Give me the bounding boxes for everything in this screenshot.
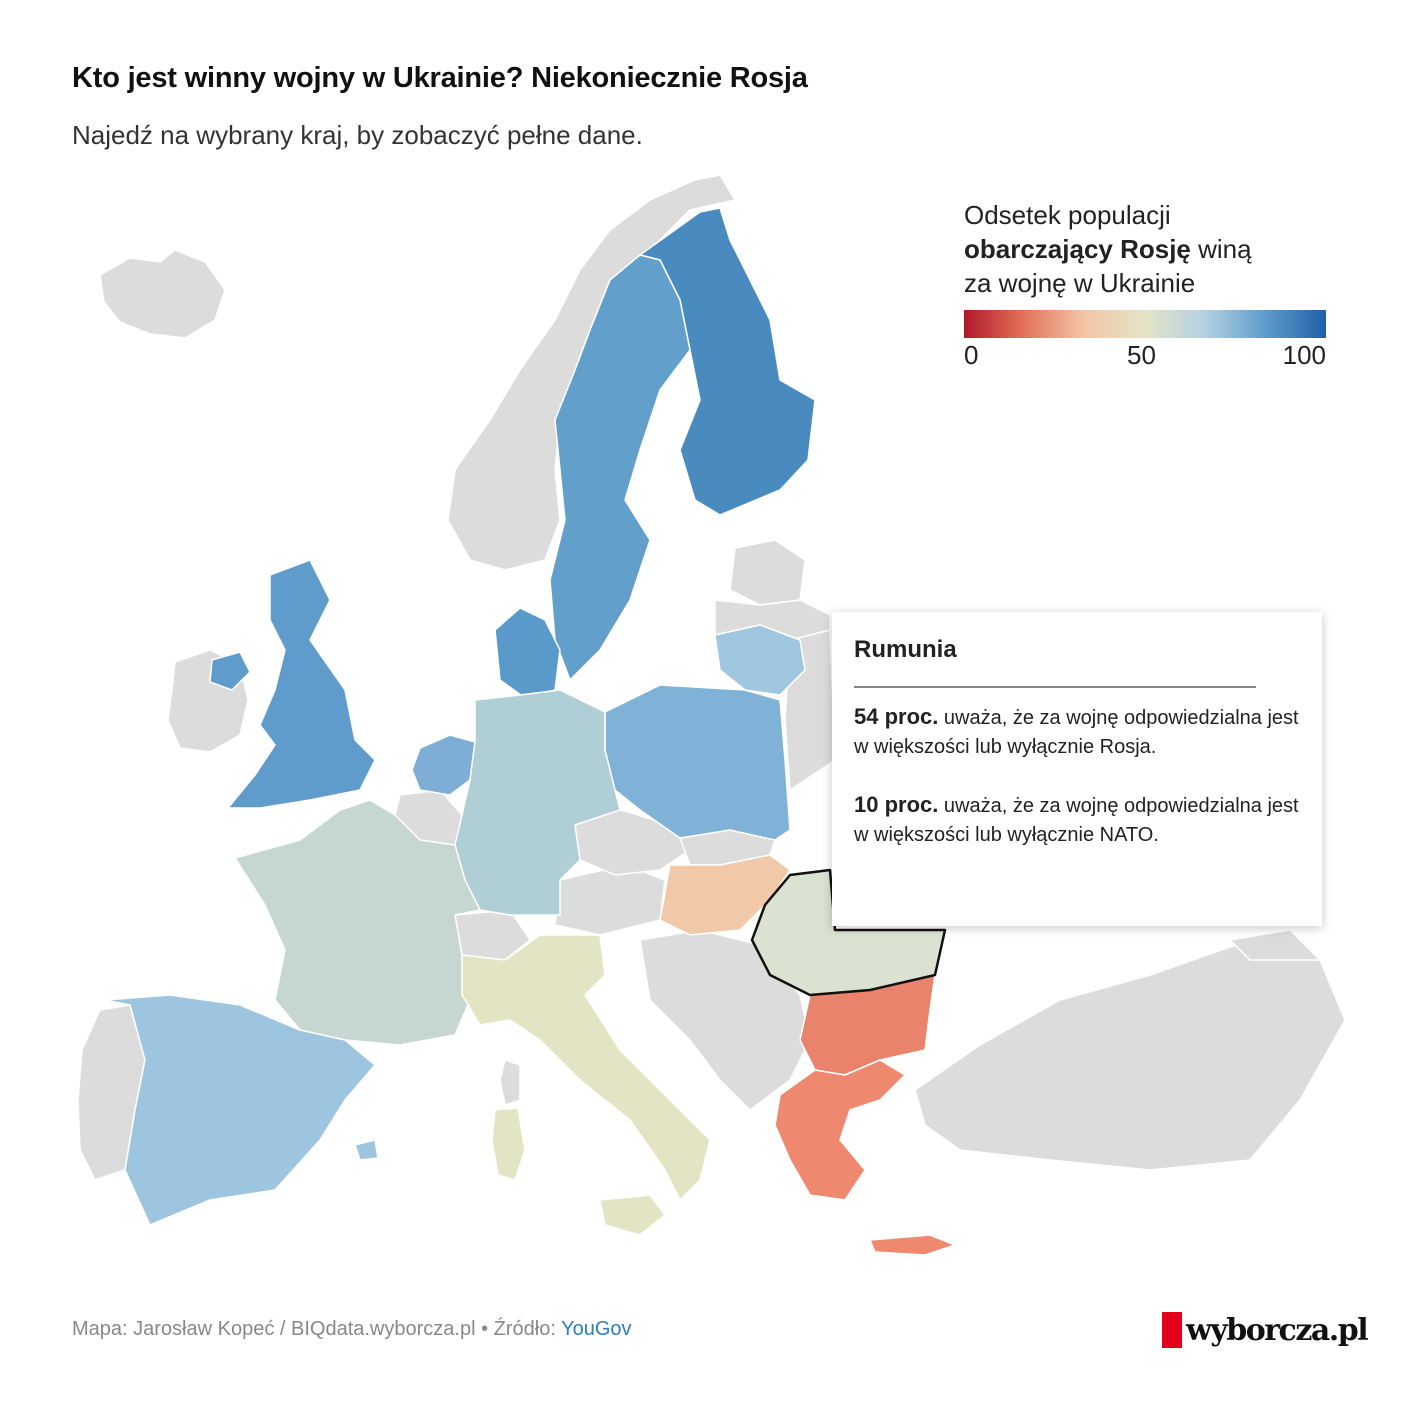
country-spain[interactable]: [104, 994, 376, 1226]
country-france[interactable]: [234, 799, 481, 1046]
country-iceland[interactable]: [99, 249, 226, 339]
country-uk[interactable]: [227, 559, 376, 809]
tooltip-country-name: Rumunia: [854, 636, 957, 663]
logo-red-square-icon: [1162, 1312, 1182, 1348]
legend-title: Odsetek populacji obarczający Rosję winą…: [964, 198, 1334, 300]
no-data-countries: [77, 174, 1346, 1181]
tooltip-nato-percent: 10 proc.: [854, 792, 939, 817]
island-crete[interactable]: [869, 1234, 956, 1256]
footer-credit: Mapa: Jarosław Kopeć / BIQdata.wyborcza.…: [72, 1318, 632, 1341]
country-denmark[interactable]: [494, 607, 561, 699]
country-netherlands[interactable]: [411, 734, 476, 796]
source-link[interactable]: YouGov: [561, 1318, 632, 1340]
country-germany[interactable]: [454, 689, 621, 916]
tooltip-russia-stat: 54 proc. uważa, że za wojnę odpowiedzial…: [854, 702, 1300, 762]
legend-tick-max: 100: [1282, 340, 1326, 370]
country-turkey[interactable]: [914, 939, 1346, 1171]
country-northern-ireland[interactable]: [209, 651, 251, 691]
legend-gradient-bar: [964, 310, 1326, 338]
logo-text: wyborcza.pl: [1186, 1312, 1369, 1348]
island-sardinia[interactable]: [491, 1107, 526, 1181]
legend-line-2-rest: winą: [1190, 234, 1252, 264]
map-title: Kto jest winny wojny w Ukrainie? Niekoni…: [72, 62, 808, 94]
island-sicily[interactable]: [599, 1194, 666, 1236]
color-legend: Odsetek populacji obarczający Rosję winą…: [964, 198, 1334, 370]
map-subtitle: Najedź na wybrany kraj, by zobaczyć pełn…: [72, 120, 643, 150]
country-russia[interactable]: [1228, 929, 1322, 961]
country-balkans[interactable]: [639, 929, 811, 1111]
tooltip-russia-text: uważa, że za wojnę odpowiedzialna jest w…: [854, 707, 1299, 758]
tooltip-nato-stat: 10 proc. uważa, że za wojnę odpowiedzial…: [854, 790, 1300, 850]
country-romania[interactable]: [750, 868, 947, 997]
legend-line-2-bold: obarczający Rosję: [964, 234, 1191, 264]
data-countries: [104, 207, 956, 1256]
country-sweden[interactable]: [549, 254, 691, 681]
tooltip-russia-percent: 54 proc.: [854, 704, 939, 729]
island-mallorca[interactable]: [354, 1139, 379, 1161]
country-tooltip: Rumunia 54 proc. uważa, że za wojnę odpo…: [832, 612, 1322, 926]
tooltip-divider: [854, 686, 1256, 688]
legend-line-1: Odsetek populacji: [964, 200, 1171, 230]
legend-line-2: obarczający Rosję winą: [964, 232, 1334, 266]
wyborcza-logo[interactable]: wyborcza.pl: [1162, 1310, 1369, 1350]
country-greece[interactable]: [774, 1059, 906, 1201]
legend-tick-min: 0: [964, 340, 979, 370]
country-austria[interactable]: [554, 864, 666, 936]
legend-tick-mid: 50: [1127, 340, 1156, 370]
country-lithuania[interactable]: [714, 624, 806, 696]
legend-line-3: za wojnę w Ukrainie: [964, 268, 1196, 298]
footer-credit-text: Mapa: Jarosław Kopeć / BIQdata.wyborcza.…: [72, 1318, 562, 1340]
tooltip-nato-text: uważa, że za wojnę odpowiedzialna jest w…: [854, 795, 1299, 846]
country-italy[interactable]: [461, 934, 711, 1201]
island-corsica[interactable]: [499, 1059, 521, 1106]
legend-ticks: 0 50 100: [964, 338, 1326, 370]
country-estonia[interactable]: [729, 539, 806, 606]
